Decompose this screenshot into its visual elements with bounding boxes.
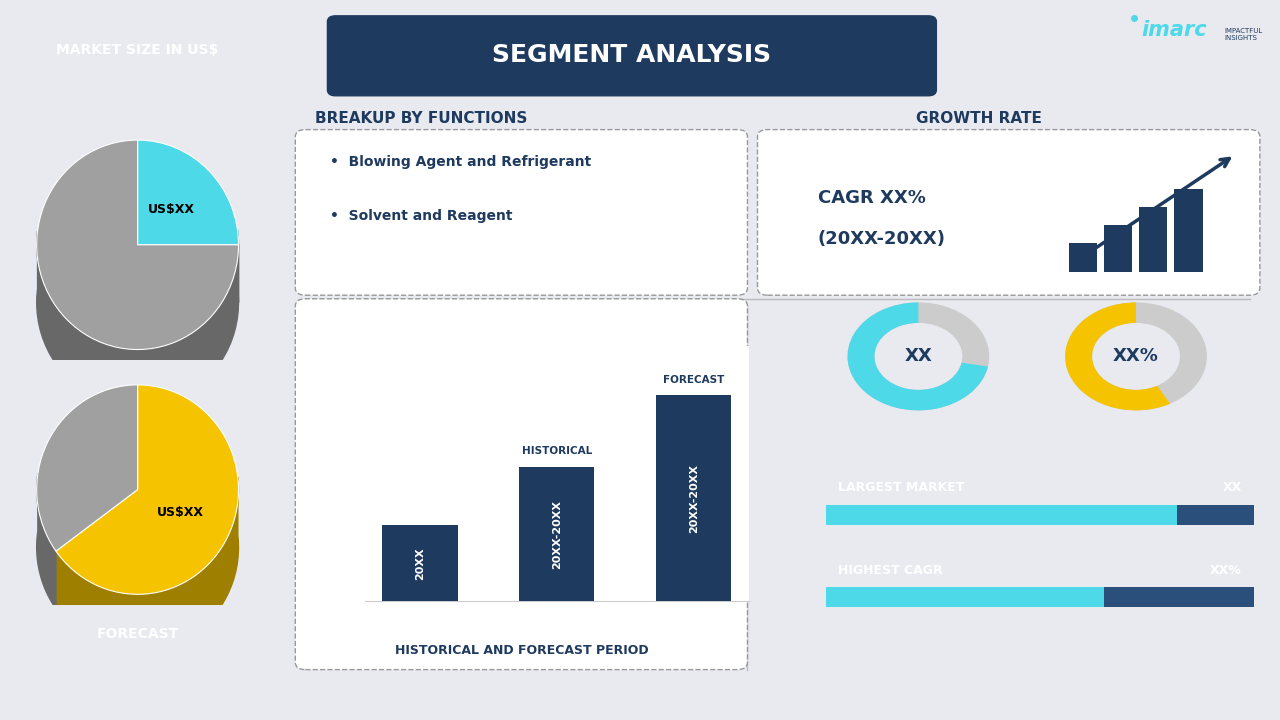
Text: XX: XX: [1222, 482, 1242, 495]
Wedge shape: [56, 385, 238, 594]
Text: SEGMENT ANALYSIS: SEGMENT ANALYSIS: [493, 43, 772, 68]
Text: CAGR XX%: CAGR XX%: [818, 189, 925, 207]
Wedge shape: [37, 385, 138, 551]
Text: HISTORICAL AND FORECAST PERIOD: HISTORICAL AND FORECAST PERIOD: [394, 644, 648, 657]
Bar: [1175, 189, 1203, 272]
Text: FORECAST: FORECAST: [663, 374, 724, 384]
Text: MARKET SIZE IN US$: MARKET SIZE IN US$: [56, 43, 219, 58]
FancyBboxPatch shape: [296, 130, 748, 295]
Polygon shape: [37, 474, 56, 608]
Wedge shape: [1065, 302, 1170, 410]
Text: 20XX-20XX: 20XX-20XX: [689, 464, 699, 533]
Text: US$XX: US$XX: [148, 203, 196, 216]
Text: (20XX-20XX): (20XX-20XX): [818, 230, 946, 248]
Polygon shape: [237, 228, 238, 302]
Text: CURRENT: CURRENT: [101, 349, 174, 364]
Text: XX%: XX%: [1210, 564, 1242, 577]
Polygon shape: [37, 231, 238, 407]
Wedge shape: [847, 302, 988, 410]
Text: 20XX-20XX: 20XX-20XX: [552, 500, 562, 569]
Text: BREAKUP BY FUNCTIONS: BREAKUP BY FUNCTIONS: [315, 112, 527, 126]
Bar: [1139, 207, 1167, 272]
Text: imarc: imarc: [1142, 20, 1207, 40]
Text: HISTORICAL: HISTORICAL: [522, 446, 591, 456]
Wedge shape: [847, 302, 989, 410]
Polygon shape: [56, 477, 238, 652]
Bar: [657, 395, 731, 601]
FancyBboxPatch shape: [758, 130, 1260, 295]
Bar: [383, 526, 457, 601]
Bar: [1069, 243, 1097, 272]
Text: XX%: XX%: [1114, 347, 1158, 365]
Text: •  Blowing Agent and Refrigerant: • Blowing Agent and Refrigerant: [330, 155, 591, 169]
Bar: [826, 588, 1254, 607]
FancyBboxPatch shape: [296, 299, 748, 670]
Bar: [826, 505, 1254, 525]
Wedge shape: [138, 140, 238, 245]
Bar: [826, 588, 1105, 607]
Wedge shape: [1065, 302, 1207, 410]
Text: •  Solvent and Reagent: • Solvent and Reagent: [330, 209, 513, 223]
Wedge shape: [37, 140, 238, 349]
Text: IMPACTFUL
INSIGHTS: IMPACTFUL INSIGHTS: [1225, 28, 1263, 41]
Text: XX: XX: [905, 347, 932, 365]
Text: GROWTH RATE: GROWTH RATE: [915, 112, 1042, 126]
Text: FORECAST: FORECAST: [96, 626, 179, 641]
Text: HIGHEST CAGR: HIGHEST CAGR: [838, 564, 943, 577]
FancyBboxPatch shape: [328, 16, 937, 96]
Text: US$XX: US$XX: [157, 506, 205, 519]
Bar: [826, 505, 1178, 525]
Bar: [1105, 225, 1133, 272]
Text: LARGEST MARKET: LARGEST MARKET: [838, 482, 965, 495]
Text: 20XX: 20XX: [415, 547, 425, 580]
Bar: [520, 467, 594, 601]
